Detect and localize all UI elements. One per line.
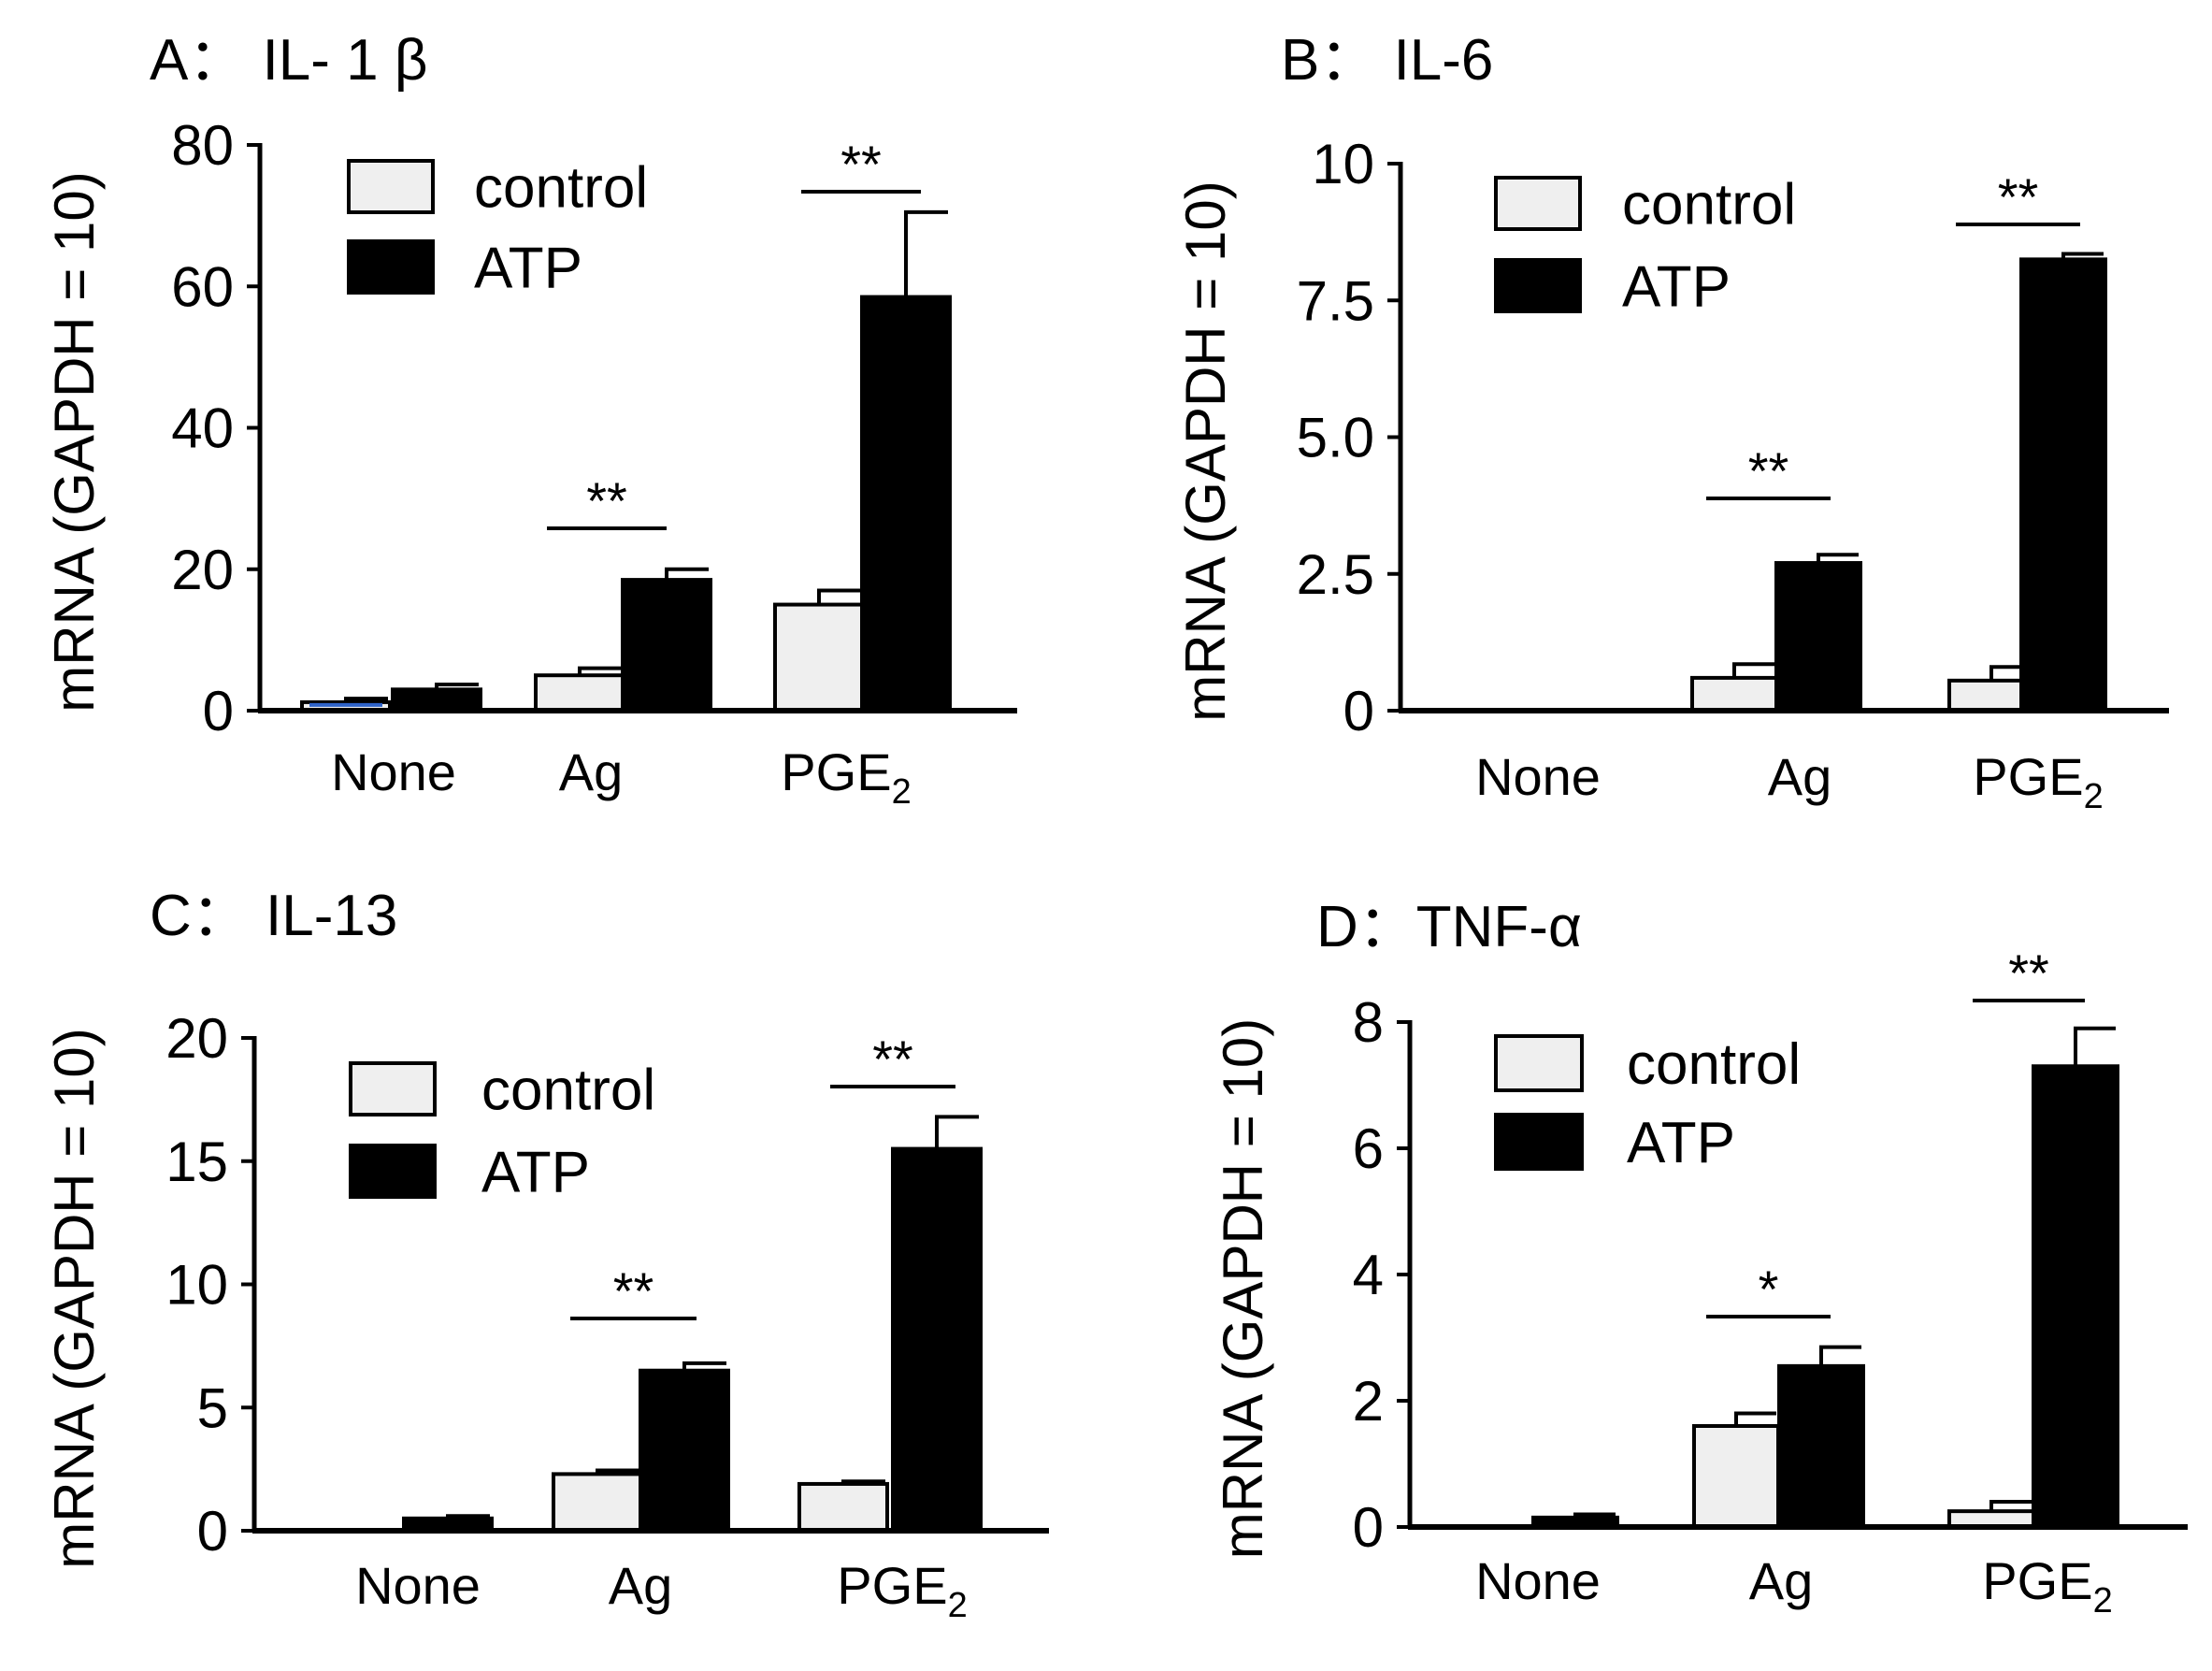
panel-b-y-tick-label: 0 [1343,680,1374,742]
panel-d-x-tick-label-none: None [1475,1551,1601,1610]
panel-a-y-tick-label: 80 [171,114,234,177]
panel-c-y-tick-label: 5 [197,1376,228,1439]
panel-d-y-tick-label: 6 [1353,1117,1384,1180]
panel-a-y-axis-label: mRNA (GAPDH = 10) [43,171,106,712]
panel-b-x-tick-label-subscript: 2 [2084,777,2104,816]
panel-a-bar-atp-ag [621,578,712,713]
panel-c-y-axis-label: mRNA (GAPDH = 10) [43,1028,106,1568]
panel-d-legend-label-atp: ATP [1627,1111,1735,1175]
panel-c-x-tick-label-subscript: 2 [948,1586,968,1625]
panel-a-significance-label-pge2: ** [840,135,882,194]
panel-b-legend-swatch-atp [1494,258,1582,313]
panel-a-bar-control-pge2 [773,602,865,713]
panel-c-y-tick-label: 10 [165,1254,228,1317]
panel-a-x-tick-label-none: None [331,742,456,801]
panel-a-bar-control-ag [534,673,625,713]
panel-d-bar-control-ag [1692,1424,1780,1529]
panel-c-title: C： IL-13 [150,884,397,948]
panel-d-y-axis-label: mRNA (GAPDH = 10) [1212,1018,1274,1559]
panel-b-y-tick-label: 2.5 [1297,543,1374,606]
panel-c-x-tick-label-ag: Ag [609,1556,673,1615]
panel-c-y-tick-label: 0 [197,1500,228,1563]
panel-a: A： IL- 1 β mRNA (GAPDH = 10) 0 20 40 60 80 None… [43,28,1017,812]
panel-a-y-tick-label: 0 [203,680,234,742]
panel-d-x-tick-label-ag: Ag [1749,1551,1814,1610]
panel-a-legend-label-control: control [474,156,648,221]
panel-a-x-tick-label-pge2: PGE2 [781,742,911,812]
panel-c-legend-swatch-control [349,1061,437,1116]
panel-a-legend-swatch-control [347,159,435,214]
panel-b-y-axis-label: mRNA (GAPDH = 10) [1174,180,1237,721]
panel-c-legend-label-atp: ATP [481,1141,590,1205]
panel-d-significance-label-ag: * [1759,1260,1779,1318]
panel-a-y-tick-label: 40 [171,397,234,460]
panel-c-legend-label-control: control [481,1059,655,1123]
panel-a-legend-label-atp: ATP [474,237,582,301]
panel-c-bar-atp-pge2 [891,1146,983,1533]
panel-d-significance-label-pge2: ** [2008,944,2049,1002]
panel-b-x-tick-label-ag: Ag [1768,747,1832,806]
panel-d-x-tick-label-pge2: PGE2 [1982,1551,2112,1621]
panel-b-title: B： IL-6 [1281,28,1493,93]
panel-d-x-tick-label-subscript: 2 [2093,1581,2113,1621]
panel-b-x-tick-label-none: None [1475,747,1601,806]
panel-c-bar-control-pge2 [797,1481,889,1534]
panel-a-bar-atp-pge2 [860,295,952,713]
panel-b-x-tick-label-pge2: PGE2 [1973,747,2103,816]
panel-c-x-tick-label-none: None [355,1556,481,1615]
panel-b-legend-label-control: control [1622,173,1796,238]
panel-a-legend-swatch-atp [347,239,435,295]
panel-b-y-tick-label: 5.0 [1297,407,1374,469]
panel-c-bar-control-ag [552,1472,643,1534]
panel-d-title: D：TNF-α [1316,895,1582,959]
panel-d-y-tick-label: 2 [1353,1370,1384,1433]
panel-c-bar-atp-ag [639,1368,730,1533]
panel-c: C： IL-13 mRNA (GAPDH = 10) 0 5 10 15 20 None Ag P… [43,884,1049,1625]
panel-b-legend-label-atp: ATP [1622,255,1731,320]
panel-a-bar-atp-none [391,687,482,713]
panel-c-y-tick-label: 15 [165,1131,228,1193]
panel-b-significance-label-pge2: ** [1998,167,2039,226]
panel-d-legend-swatch-control [1494,1034,1584,1092]
panel-b-legend-swatch-control [1494,176,1582,231]
panel-d-y-tick-label: 8 [1353,991,1384,1054]
panel-b-y-tick-label: 7.5 [1297,269,1374,332]
panel-a-x-tick-label-ag: Ag [559,742,624,801]
panel-c-x-tick-label-pge2: PGE2 [837,1556,967,1625]
panel-d-legend-swatch-atp [1494,1113,1584,1171]
panel-a-significance-label-ag: ** [586,471,627,530]
panel-a-y-tick-label: 60 [171,255,234,318]
panel-c-y-tick-label: 20 [165,1007,228,1070]
panel-a-y-tick-label: 20 [171,539,234,601]
panel-b-significance-label-ag: ** [1748,441,1789,500]
panel-c-legend-swatch-atp [349,1144,437,1199]
panel-c-significance-label-ag: ** [613,1261,654,1320]
panel-a-x-tick-label-subscript: 2 [892,772,912,812]
panel-d-bar-atp-ag [1777,1363,1865,1529]
panel-b: B： IL-6 mRNA (GAPDH = 10) 0 2.5 5.0 7.5 10 None… [1174,28,2169,816]
panel-a-title: A： IL- 1 β [150,28,428,93]
panel-c-significance-label-pge2: ** [872,1030,913,1088]
panel-b-bar-atp-pge2 [2019,257,2107,713]
panel-d-legend-label-control: control [1627,1032,1801,1097]
panel-d: D：TNF-α mRNA (GAPDH = 10) 0 2 4 6 8 None Ag PGE2 c… [1212,895,2188,1621]
panel-d-y-tick-label: 0 [1353,1496,1384,1559]
panel-b-y-tick-label: 10 [1312,133,1374,195]
panel-d-bar-atp-pge2 [2032,1064,2119,1529]
panel-b-bar-control-ag [1690,675,1778,713]
panel-d-y-tick-label: 4 [1353,1244,1384,1306]
panel-b-bar-atp-ag [1774,561,1862,713]
